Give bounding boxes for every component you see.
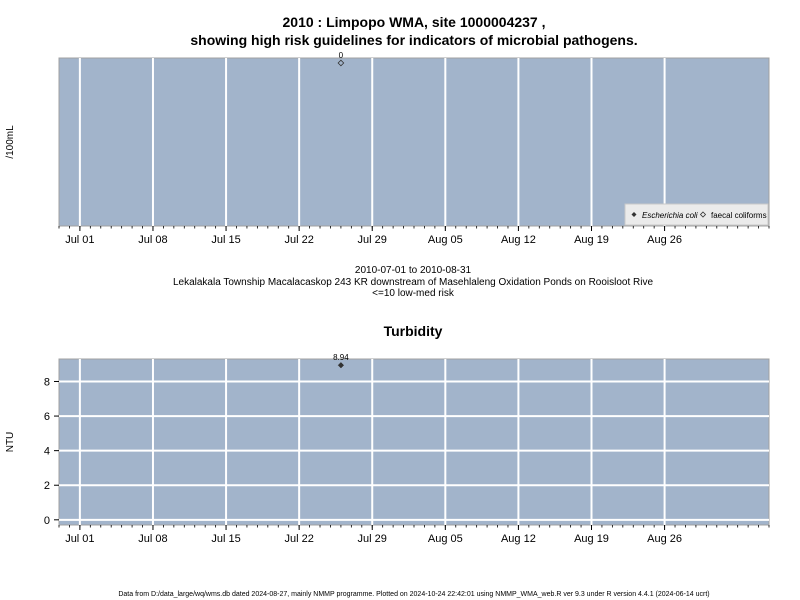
turbidity-gridlines — [59, 359, 769, 525]
y-tick-label: 4 — [44, 446, 50, 458]
legend-marker-faecal — [699, 211, 707, 218]
microbial-plot-area — [58, 57, 770, 227]
x-tick-label: Aug 26 — [647, 234, 682, 246]
x-tick-label: Aug 19 — [574, 533, 609, 545]
x-tick-label: Jul 15 — [211, 234, 240, 246]
turbidity-title: Turbidity — [384, 323, 443, 339]
x-tick-label: Aug 05 — [428, 533, 463, 545]
data-point-label: 0 — [339, 51, 344, 60]
x-tick-label: Jul 22 — [284, 234, 313, 246]
legend-box — [624, 203, 769, 226]
turbidity-y-axis-label: NTU — [5, 432, 16, 453]
site-note: Lekalakala Township Macalacaskop 243 KR … — [173, 277, 654, 288]
legend-label-ecoli: Escherichia coli — [642, 211, 698, 220]
x-tick-label: Aug 26 — [647, 533, 682, 545]
data-point — [337, 362, 345, 369]
microbial-legend: Escherichia coli faecal coliforms — [624, 203, 769, 226]
microbial-chart: Jul 01 Jul 08 Jul 15 Jul 22 Jul 29 Aug 05 Aug … — [5, 51, 770, 246]
x-tick-label: Jul 01 — [65, 234, 94, 246]
turbidity-plot-area — [58, 358, 770, 526]
x-tick-label: Jul 29 — [358, 234, 387, 246]
y-tick-label: 0 — [44, 515, 50, 527]
data-point-label: 8.94 — [333, 353, 349, 362]
data-point — [337, 59, 345, 67]
microbial-minor-ticks — [58, 226, 770, 231]
y-tick-label: 2 — [44, 480, 50, 492]
x-tick-label: Jul 08 — [138, 234, 167, 246]
x-tick-label: Jul 15 — [211, 533, 240, 545]
x-tick-label: Jul 22 — [284, 533, 313, 545]
legend-label-faecal: faecal coliforms — [711, 211, 767, 220]
microbial-points: 0 — [337, 51, 345, 67]
turbidity-minor-ticks — [58, 525, 770, 530]
x-tick-label: Aug 05 — [428, 234, 463, 246]
data-source-footer: Data from D:/data_large/wq/wms.db dated … — [118, 591, 709, 598]
microbial-y-axis-label: /100mL — [5, 125, 16, 159]
x-tick-label: Aug 12 — [501, 533, 536, 545]
microbial-gridlines — [78, 58, 666, 226]
turbidity-x-tick-labels: Jul 01 Jul 08 Jul 15 Jul 22 Jul 29 Aug 05 Aug … — [65, 533, 682, 545]
turbidity-points: 8.94 — [333, 353, 349, 369]
period-note: 2010-07-01 to 2010-08-31 — [355, 265, 472, 276]
y-tick-label: 6 — [44, 411, 50, 423]
y-tick-label: 8 — [44, 376, 50, 388]
turbidity-chart: Turbidity 0 2 4 6 8 Jul 01 Jul 08 Jul 15 Jul 22… — [5, 323, 770, 545]
x-tick-label: Jul 29 — [358, 533, 387, 545]
main-title-line2: showing high risk guidelines for indicat… — [190, 32, 637, 48]
x-tick-label: Aug 19 — [574, 234, 609, 246]
x-tick-label: Aug 12 — [501, 234, 536, 246]
x-tick-label: Jul 01 — [65, 533, 94, 545]
main-title-line1: 2010 : Limpopo WMA, site 1000004237 , — [283, 14, 546, 30]
legend-marker-ecoli — [631, 212, 637, 217]
microbial-x-tick-labels: Jul 01 Jul 08 Jul 15 Jul 22 Jul 29 Aug 05 Aug … — [65, 234, 682, 246]
risk-note: <=10 low-med risk — [372, 288, 455, 299]
turbidity-y-axis: 0 2 4 6 8 — [44, 376, 59, 527]
x-tick-label: Jul 08 — [138, 533, 167, 545]
